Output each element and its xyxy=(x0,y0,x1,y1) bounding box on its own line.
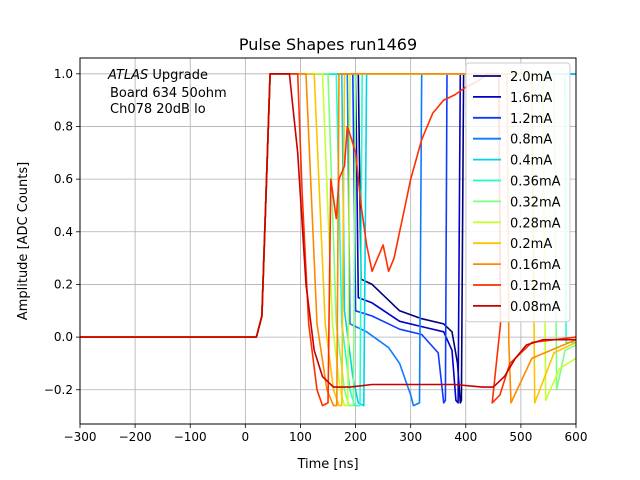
x-tick-label: 500 xyxy=(509,430,532,444)
legend-label: 0.12mA xyxy=(510,279,561,294)
y-tick-label: 1.0 xyxy=(54,67,73,81)
y-tick-label: 0.6 xyxy=(54,172,73,186)
x-tick-label: 0 xyxy=(242,430,250,444)
legend-label: 0.28mA xyxy=(510,216,561,231)
annotation-upgrade: Upgrade xyxy=(148,68,208,83)
annotation-line1: ATLAS Upgrade xyxy=(107,68,208,83)
legend-label: 0.36mA xyxy=(510,175,561,190)
chart-title: Pulse Shapes run1469 xyxy=(239,35,417,54)
series-group xyxy=(80,73,576,407)
x-tick-label: 300 xyxy=(399,430,422,444)
legend-label: 0.8mA xyxy=(510,133,552,148)
y-axis-label: Amplitude [ADC Counts] xyxy=(16,162,31,320)
legend-label: 0.2mA xyxy=(510,237,552,252)
legend-label: 1.6mA xyxy=(510,91,552,106)
ticks: −300 −200 −100 0 100 200 300 400 500 600 −0.2 0.0 0.… xyxy=(44,67,588,444)
x-tick-label: 400 xyxy=(454,430,477,444)
y-tick-label: 0.0 xyxy=(54,330,73,344)
annotation-atlas: ATLAS xyxy=(107,68,148,83)
legend-box xyxy=(465,62,571,323)
y-tick-label: 0.8 xyxy=(54,119,73,133)
y-tick-label: −0.2 xyxy=(44,383,73,397)
legend-label: 0.4mA xyxy=(510,154,552,169)
plot-frame xyxy=(79,57,577,425)
series-line-0.08mA xyxy=(80,73,576,388)
annotation-line3: Ch078 20dB lo xyxy=(110,102,206,117)
y-tick-label: 0.4 xyxy=(54,225,73,239)
y-tick-label: 0.2 xyxy=(54,277,73,291)
x-tick-label: −100 xyxy=(174,430,207,444)
legend-label: 0.08mA xyxy=(510,300,561,315)
legend-label: 2.0mA xyxy=(510,70,552,85)
annotation-line2: Board 634 50ohm xyxy=(110,86,227,101)
x-tick-label: 100 xyxy=(289,430,312,444)
legend-label: 0.32mA xyxy=(510,195,561,210)
x-tick-label: 200 xyxy=(344,430,367,444)
x-tick-label: −200 xyxy=(119,430,152,444)
legend: 2.0mA 1.6mA 1.2mA 0.8mA 0.4mA 0.36mA 0.32mA 0.2… xyxy=(465,62,571,323)
annotation: ATLAS Upgrade Board 634 50ohm Ch078 20dB… xyxy=(107,68,227,117)
legend-label: 1.2mA xyxy=(510,112,552,127)
legend-label: 0.16mA xyxy=(510,258,561,273)
x-axis-label: Time [ns] xyxy=(296,457,358,472)
series-lines xyxy=(80,73,576,407)
x-tick-label: 600 xyxy=(565,430,588,444)
x-tick-label: −300 xyxy=(64,430,97,444)
